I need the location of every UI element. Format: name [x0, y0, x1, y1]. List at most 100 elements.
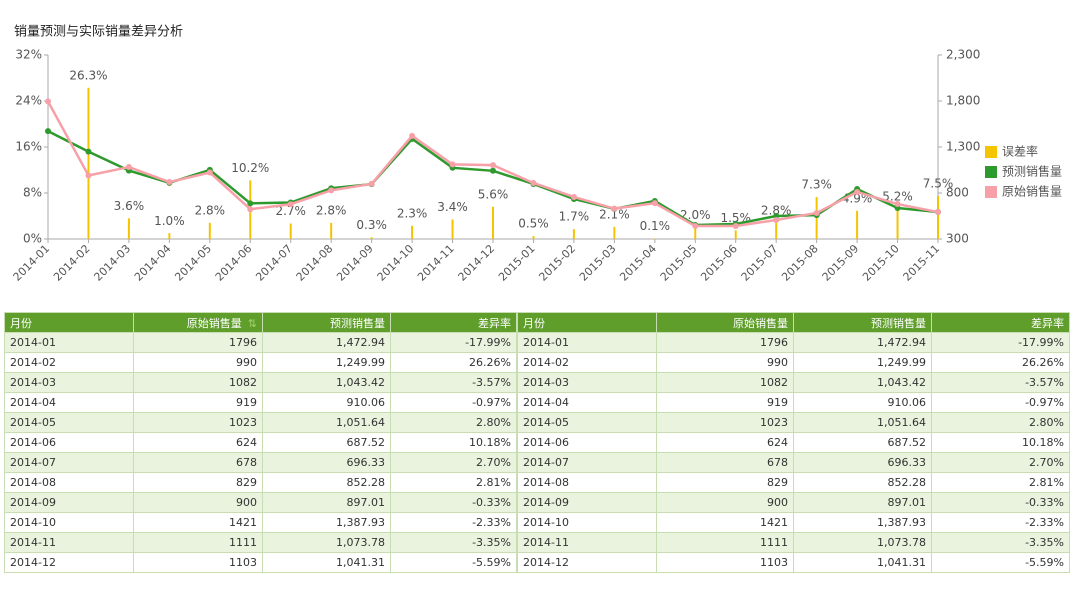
table-row: 2014-02 990 1,249.99 26.26%	[517, 352, 1070, 373]
cell: 1111	[656, 532, 794, 553]
sort-icon[interactable]: ⇅	[247, 316, 257, 330]
point	[368, 180, 375, 187]
cell: 2.70%	[931, 452, 1070, 473]
cell-text: 696.33	[346, 456, 386, 469]
cell: 919	[133, 392, 263, 413]
bar	[572, 229, 575, 239]
table-row: 2014-12 1103 1,041.31 -5.59%	[4, 552, 517, 573]
x-tick-label: 2014-10	[375, 242, 417, 284]
y2-tick-label: 300	[946, 232, 969, 246]
data-label: 7.5%	[923, 176, 954, 190]
cell: -17.99%	[390, 332, 517, 353]
point	[206, 169, 213, 176]
point	[611, 205, 618, 212]
data-label: 0.1%	[640, 219, 671, 233]
x-tick-label: 2015-06	[698, 242, 740, 284]
cell-text: 624	[236, 436, 257, 449]
cell: 1,472.94	[262, 332, 391, 353]
cell-text: 2014-01	[10, 336, 56, 349]
table-row: 2014-04 919 910.06 -0.97%	[517, 392, 1070, 413]
cell-text: 1421	[229, 516, 257, 529]
cell: 2014-10	[4, 512, 134, 533]
x-tick-label: 2015-07	[739, 242, 781, 284]
cell: 26.26%	[390, 352, 517, 373]
cell-text: 1796	[760, 336, 788, 349]
cell: 10.18%	[931, 432, 1070, 453]
cell-text: 预测销售量	[330, 316, 385, 330]
column-header: 原始销售量	[656, 312, 794, 333]
cell: 2014-02	[517, 352, 657, 373]
cell-text: 10.18%	[469, 436, 511, 449]
cell-text: 852.28	[346, 476, 386, 489]
column-header: 月份	[517, 312, 657, 333]
cell-text: 1796	[229, 336, 257, 349]
y2-tick-label: 2,300	[946, 48, 980, 62]
bar	[330, 222, 333, 239]
cell: -5.59%	[390, 552, 517, 573]
point	[490, 167, 496, 174]
cell: 2014-01	[4, 332, 134, 353]
cell: 2014-07	[517, 452, 657, 473]
y2-tick-label: 1,300	[946, 140, 980, 154]
bar	[87, 87, 90, 240]
cell-text: 26.26%	[469, 356, 511, 369]
cell-text: 1,387.93	[336, 516, 385, 529]
cell-text: 2014-07	[10, 456, 56, 469]
cell-text: 2014-04	[523, 396, 569, 409]
header-row: 月份 原始销售量 ⇅ 预测销售量 差异率	[4, 312, 517, 333]
bar	[653, 238, 656, 239]
cell: 696.33	[793, 452, 932, 473]
cell: -2.33%	[931, 512, 1070, 533]
x-tick-label: 2014-08	[294, 242, 336, 284]
cell: 1,041.31	[793, 552, 932, 573]
cell-text: 678	[767, 456, 788, 469]
table-row: 2014-03 1082 1,043.42 -3.57%	[517, 372, 1070, 393]
x-tick-label: 2015-08	[779, 242, 821, 284]
cell: 1111	[133, 532, 263, 553]
x-tick-label: 2015-10	[860, 242, 902, 284]
data-label: 2.7%	[275, 204, 306, 218]
cell: 1103	[656, 552, 794, 573]
cell-text: 2014-03	[523, 376, 569, 389]
table-row: 2014-10 1421 1,387.93 -2.33%	[4, 512, 517, 533]
cell-text: 2014-05	[10, 416, 56, 429]
cell: 678	[656, 452, 794, 473]
data-label: 2.0%	[680, 208, 711, 222]
cell: 910.06	[262, 392, 391, 413]
data-label: 26.3%	[69, 68, 107, 82]
cell-text: 差异率	[1031, 316, 1064, 330]
data-label: 0.3%	[356, 218, 387, 232]
cell-text: 897.01	[346, 496, 386, 509]
cell-text: 1,073.78	[336, 536, 385, 549]
cell-text: 1,041.31	[877, 556, 926, 569]
cell: 2.81%	[931, 472, 1070, 493]
bar	[734, 230, 737, 239]
cell: 852.28	[262, 472, 391, 493]
bar	[896, 209, 899, 239]
x-tick-label: 2015-03	[577, 242, 619, 284]
cell-text: 2014-07	[523, 456, 569, 469]
table-row: 2014-09 900 897.01 -0.33%	[4, 492, 517, 513]
cell: 2014-12	[517, 552, 657, 573]
header-row: 月份 原始销售量 预测销售量 差异率	[517, 312, 1070, 333]
cell: 1023	[133, 412, 263, 433]
point	[530, 179, 537, 186]
data-label: 2.8%	[761, 203, 792, 217]
cell-text: 2014-10	[10, 516, 56, 529]
cell-text: -0.33%	[1025, 496, 1064, 509]
x-tick-label: 2014-07	[253, 242, 295, 284]
x-tick-label: 2014-12	[456, 242, 498, 284]
cell-text: 2014-12	[10, 556, 56, 569]
x-tick-label: 2014-09	[334, 242, 376, 284]
cell: 1023	[656, 412, 794, 433]
cell: 1082	[656, 372, 794, 393]
cell: 10.18%	[390, 432, 517, 453]
data-label: 0.5%	[518, 217, 549, 231]
x-tick-label: 2014-06	[213, 242, 255, 284]
cell-text: 2014-03	[10, 376, 56, 389]
cell: 829	[656, 472, 794, 493]
cell-text: 10.18%	[1022, 436, 1064, 449]
cell-text: 852.28	[887, 476, 927, 489]
cell: 2014-06	[4, 432, 134, 453]
